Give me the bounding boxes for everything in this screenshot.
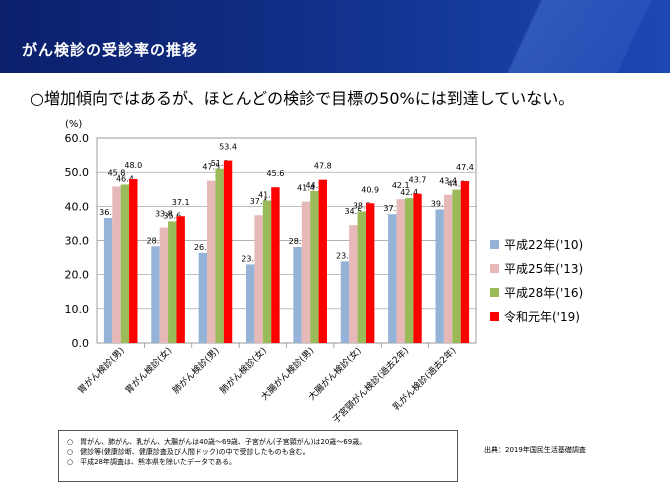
legend-label: 平成28年('16)	[504, 286, 583, 300]
bar	[443, 194, 453, 343]
bar	[404, 198, 414, 343]
legend-swatch	[490, 312, 499, 321]
y-tick-label: 40.0	[65, 200, 90, 213]
data-label: 53.4	[219, 143, 237, 152]
data-label: 43.4	[439, 177, 457, 186]
bar	[159, 227, 169, 343]
bar	[120, 184, 130, 343]
data-label: 28.3	[147, 236, 165, 245]
banner-decoration	[430, 0, 670, 73]
data-label: 37.1	[172, 198, 190, 207]
data-label: 23.0	[241, 254, 259, 263]
bar	[198, 252, 208, 343]
x-tick-label: 子宮頸がん検診(過去2年)	[330, 345, 411, 426]
bar	[271, 187, 280, 343]
data-label: 51.0	[211, 159, 229, 168]
bar	[215, 168, 224, 343]
data-label: 48.0	[124, 161, 142, 170]
bar	[103, 217, 113, 343]
bar	[301, 201, 311, 343]
data-label: 37.7	[383, 204, 401, 213]
legend-swatch	[490, 288, 499, 297]
data-label: 34.5	[344, 207, 362, 216]
data-label: 36.6	[99, 208, 117, 217]
bar	[357, 211, 366, 343]
bar	[349, 225, 358, 343]
data-label: 37.4	[250, 197, 268, 206]
y-tick-label: 60.0	[65, 132, 90, 145]
legend-swatch	[490, 240, 499, 249]
data-label: 46.4	[116, 174, 134, 183]
bar	[207, 180, 216, 343]
legend-label: 平成22年('10)	[504, 238, 583, 252]
data-label: 45.8	[108, 169, 126, 178]
bar	[388, 214, 397, 343]
bar	[460, 181, 470, 343]
data-label: 47.5	[202, 163, 220, 172]
source-text: 出典：2019年国民生活基礎調査	[484, 446, 586, 454]
bar	[176, 216, 185, 343]
data-label: 35.6	[163, 211, 181, 220]
data-label: 39.1	[431, 199, 449, 208]
note-1: ○ 胃がん、肺がん、乳がん、大腸がんは40歳～69歳、子宮がん(子宮頸がん)は2…	[67, 438, 367, 446]
bar	[365, 203, 375, 343]
x-tick-label: 肺がん検診(女)	[217, 345, 269, 397]
data-label: 41.4	[297, 184, 315, 193]
data-label: 47.4	[456, 163, 474, 172]
bar	[168, 221, 177, 343]
bar	[435, 209, 444, 343]
x-tick-label: 胃がん検診(女)	[123, 345, 175, 397]
data-label: 26.4	[194, 243, 212, 252]
legend-swatch	[490, 264, 499, 273]
notes-box: ○ 胃がん、肺がん、乳がん、大腸がんは40歳～69歳、子宮がん(子宮頸がん)は2…	[58, 430, 458, 482]
bar	[310, 190, 319, 343]
note-2: ○ 健診等(健康診断、健康診査及び人間ドック)の中で受診したものも含む。	[67, 448, 310, 456]
bar	[413, 193, 422, 343]
page-title: がん検診の受診率の推移	[22, 41, 199, 59]
data-label: 45.6	[267, 169, 285, 178]
y-tick-label: 0.0	[72, 337, 90, 350]
data-label: 44.5	[305, 181, 323, 190]
bar	[293, 246, 302, 343]
data-label: 40.9	[361, 185, 379, 194]
bar	[223, 160, 233, 343]
data-label: 33.8	[155, 210, 173, 219]
data-label: 42.1	[392, 181, 410, 190]
bar	[340, 261, 350, 343]
data-label: 23.9	[336, 251, 354, 260]
bar	[246, 264, 255, 343]
data-label: 28.1	[289, 237, 307, 246]
note-3: ○ 平成28年調査は、熊本県を除いたデータである。	[67, 458, 236, 466]
y-tick-label: 10.0	[65, 303, 90, 316]
y-tick-label: 20.0	[65, 269, 90, 282]
y-axis-label: (%)	[65, 119, 82, 130]
bar	[318, 179, 327, 343]
bar	[254, 215, 263, 343]
bar-chart: 0.0 10.0 20.0 30.0 40.0 50.0 60.0 (%) 36.6 45.846…	[65, 119, 584, 426]
data-label: 41.7	[258, 191, 276, 200]
title-banner: がん検診の受診率の推移	[0, 0, 670, 73]
headline-text: ○増加傾向ではあるが、ほとんどの検診で目標の50%には到達していない。	[30, 89, 575, 108]
data-label: 42.4	[400, 188, 418, 197]
legend-label: 令和元年('19)	[504, 309, 580, 324]
x-tick-label: 胃がん検診(男)	[75, 345, 127, 397]
y-tick-label: 50.0	[65, 166, 90, 179]
bar	[112, 186, 121, 343]
bar	[396, 199, 405, 343]
data-label: 44.9	[448, 180, 466, 189]
legend-label: 平成25年('13)	[504, 262, 583, 276]
y-tick-label: 30.0	[65, 235, 90, 248]
x-tick-label: 肺がん検診(男)	[170, 345, 222, 397]
data-label: 43.7	[409, 176, 427, 185]
data-label: 47.8	[314, 162, 332, 171]
data-label: 38.5	[353, 201, 371, 210]
bar	[151, 246, 160, 343]
bar	[262, 200, 272, 343]
bar	[129, 179, 138, 343]
bar	[452, 189, 461, 343]
